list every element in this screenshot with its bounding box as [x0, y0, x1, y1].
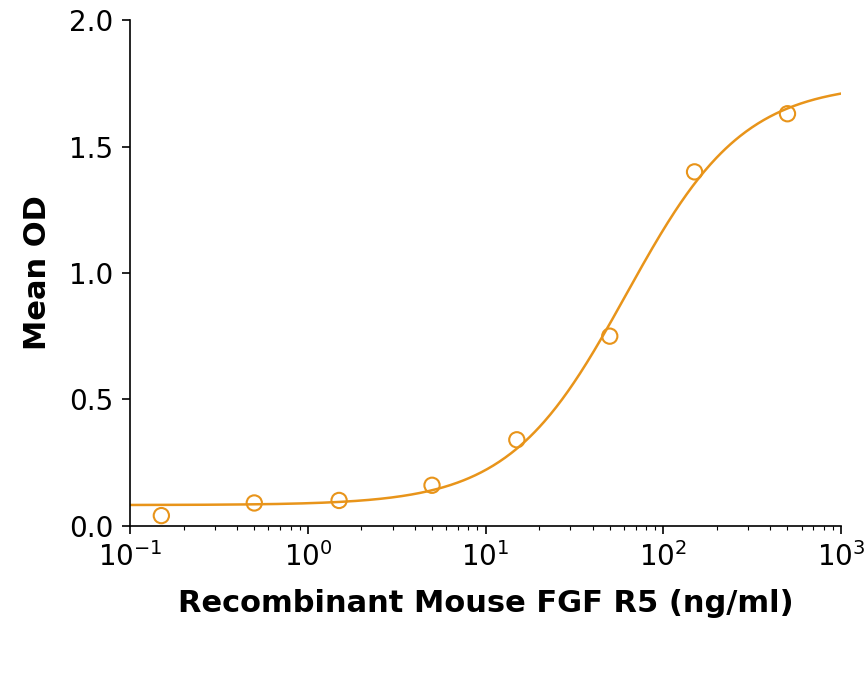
Point: [603, 331, 616, 342]
Point: [425, 480, 439, 491]
Point: [510, 435, 524, 446]
Y-axis label: Mean OD: Mean OD: [23, 195, 52, 350]
Point: [688, 166, 701, 177]
Point: [780, 109, 794, 119]
X-axis label: Recombinant Mouse FGF R5 (ng/ml): Recombinant Mouse FGF R5 (ng/ml): [178, 589, 793, 618]
Point: [247, 497, 261, 508]
Point: [332, 495, 346, 506]
Point: [154, 510, 168, 521]
